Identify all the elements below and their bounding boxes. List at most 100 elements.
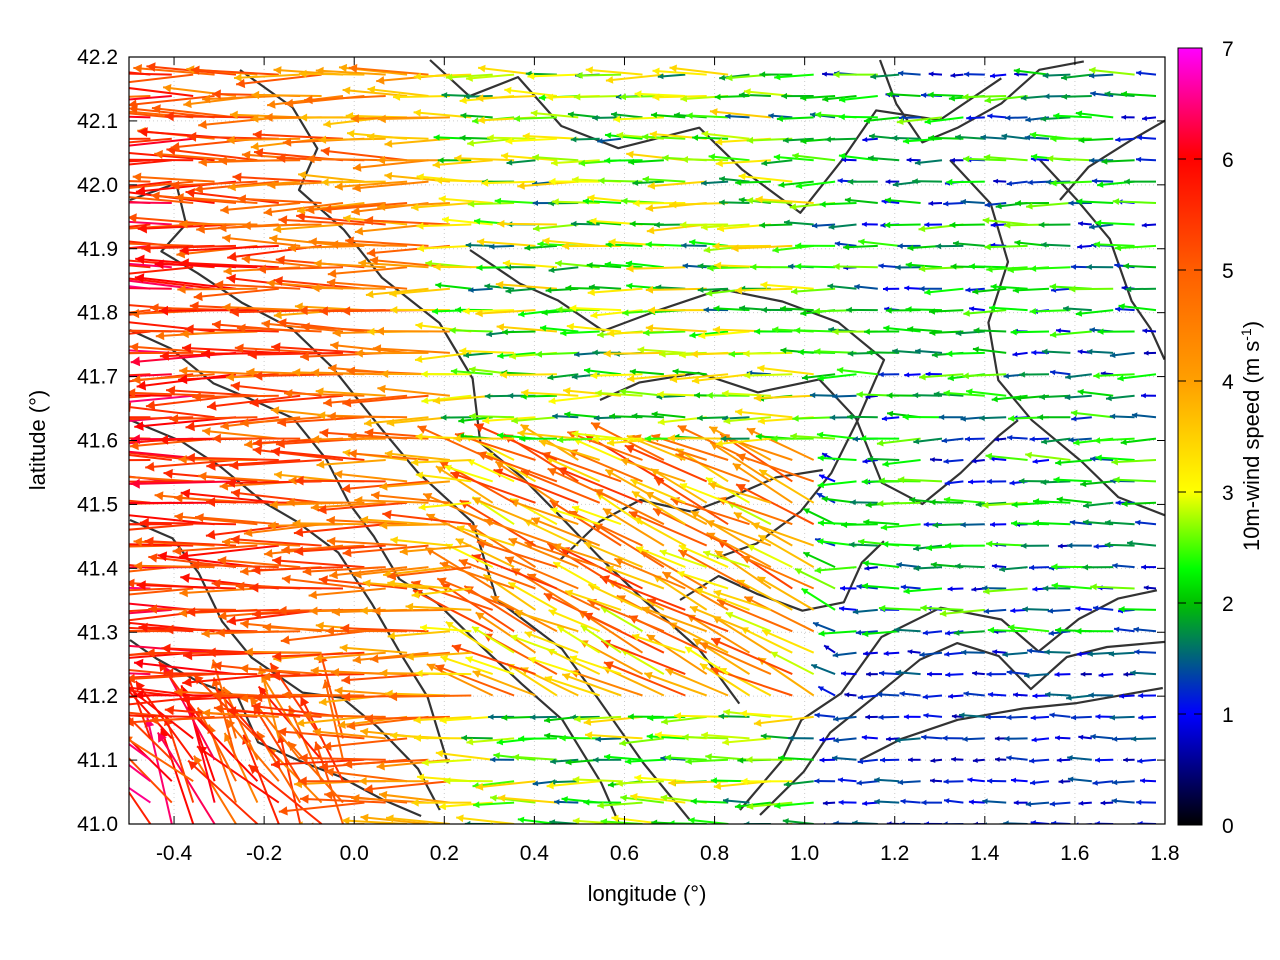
- wind-arrow: [955, 330, 985, 337]
- wind-arrow: [921, 734, 943, 741]
- wind-arrow: [982, 217, 1028, 226]
- wind-arrow: [987, 113, 1007, 119]
- wind-arrow: [366, 132, 429, 141]
- wind-arrow: [794, 263, 836, 270]
- wind-arrow: [1066, 542, 1092, 549]
- wind-arrow: [735, 408, 793, 419]
- wind-arrow: [439, 715, 493, 724]
- wind-arrow: [746, 136, 793, 144]
- wind-arrow: [634, 90, 686, 98]
- wind-arrow: [950, 72, 964, 78]
- wind-arrow: [1121, 500, 1157, 507]
- wind-arrow: [387, 579, 450, 590]
- wind-arrow: [547, 373, 579, 381]
- contour-line: [239, 69, 741, 705]
- wind-arrow: [456, 814, 515, 824]
- wind-arrow: [1055, 459, 1092, 466]
- wind-arrow: [129, 786, 151, 804]
- wind-arrow: [1121, 114, 1135, 120]
- wind-arrow: [342, 394, 429, 408]
- wind-arrow: [364, 714, 450, 724]
- wind-arrow: [861, 582, 900, 590]
- wind-arrow: [832, 715, 857, 722]
- wind-arrow: [465, 656, 515, 676]
- wind-arrow: [757, 364, 814, 376]
- wind-arrow: [1136, 799, 1157, 806]
- wind-arrow: [129, 151, 215, 162]
- wind-arrow: [944, 542, 985, 550]
- wind-arrow: [782, 137, 814, 144]
- wind-arrow: [943, 778, 964, 785]
- wind-arrow: [702, 550, 750, 569]
- wind-arrow: [331, 607, 408, 617]
- wind-arrow: [712, 242, 771, 251]
- wind-arrow: [129, 160, 130, 162]
- colorbar-tick-label: 7: [1222, 38, 1234, 61]
- wind-arrow: [992, 649, 1007, 655]
- wind-arrow: [891, 135, 921, 142]
- wind-arrow: [1010, 777, 1028, 783]
- wind-arrow: [342, 86, 408, 97]
- wind-arrow: [322, 202, 408, 214]
- wind-arrow: [614, 557, 686, 590]
- wind-arrow: [573, 93, 622, 101]
- wind-arrow: [810, 663, 836, 676]
- wind-arrow: [632, 199, 686, 208]
- wind-arrow: [883, 650, 900, 657]
- wind-arrow: [602, 507, 665, 547]
- wind-arrow: [1080, 671, 1092, 677]
- wind-arrow: [1093, 437, 1135, 444]
- wind-arrow: [1012, 351, 1028, 357]
- wind-arrow: [699, 641, 772, 676]
- wind-arrow: [550, 507, 600, 526]
- wind-arrow: [129, 459, 151, 462]
- wind-arrow: [194, 513, 279, 526]
- wind-arrow: [1120, 90, 1157, 98]
- wind-arrow: [866, 671, 878, 677]
- wind-arrow: [1050, 135, 1092, 143]
- wind-arrow: [643, 329, 686, 337]
- wind-arrow: [1076, 651, 1092, 657]
- wind-arrow: [416, 244, 472, 253]
- wind-arrow: [511, 416, 557, 425]
- wind-arrow: [129, 686, 194, 697]
- contour-line: [859, 686, 1163, 761]
- wind-arrow: [172, 544, 258, 556]
- wind-arrow: [270, 758, 365, 770]
- wind-arrow: [647, 180, 707, 190]
- wind-arrow: [466, 737, 515, 746]
- wind-arrow: [925, 371, 943, 377]
- wind-arrow: [989, 73, 1007, 79]
- wind-arrow: [271, 342, 365, 354]
- wind-arrow: [358, 259, 429, 269]
- wind-arrow: [129, 453, 172, 461]
- wind-arrow: [965, 287, 985, 293]
- wind-arrow: [1141, 222, 1157, 228]
- wind-arrow: [840, 671, 857, 677]
- wind-arrow: [819, 736, 836, 743]
- wind-arrow: [782, 818, 814, 824]
- wind-arrow: [435, 465, 494, 504]
- wind-arrow: [972, 757, 985, 763]
- wind-arrow: [318, 135, 386, 144]
- wind-arrow: [378, 790, 451, 804]
- wind-arrow: [1054, 735, 1071, 741]
- wind-arrow: [559, 546, 643, 590]
- wind-arrow: [862, 458, 878, 464]
- wind-arrow: [991, 394, 1028, 403]
- wind-arrow: [233, 73, 301, 82]
- wind-arrow: [646, 223, 707, 235]
- wind-arrow: [967, 777, 985, 783]
- wind-arrow: [325, 626, 408, 636]
- wind-arrow: [548, 394, 600, 405]
- wind-arrow: [646, 633, 708, 675]
- wind-arrow: [494, 197, 536, 205]
- wind-arrow: [406, 651, 472, 661]
- wind-arrow: [903, 587, 943, 595]
- colorbar-ticks: 0 1 2 3 4 5 6 7: [1178, 38, 1234, 838]
- wind-arrow: [604, 468, 665, 504]
- wind-arrow: [1097, 328, 1135, 335]
- wind-arrow: [630, 793, 686, 804]
- wind-arrow: [496, 323, 557, 333]
- wind-arrow: [878, 371, 900, 378]
